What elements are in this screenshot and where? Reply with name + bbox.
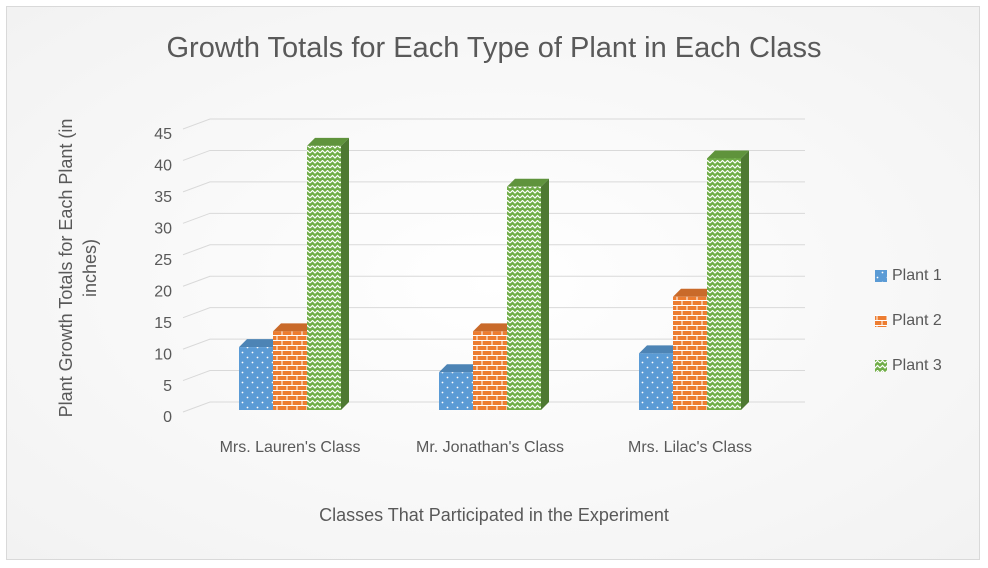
legend-swatch (875, 360, 887, 372)
bar-top (473, 323, 515, 332)
chart-frame (6, 6, 980, 560)
bar (307, 145, 341, 410)
bar-top (239, 339, 281, 348)
bar-top (507, 178, 549, 187)
x-tick-label: Mrs. Lilac's Class (628, 439, 752, 456)
bar-top (707, 150, 749, 159)
y-tick-label: 10 (154, 346, 172, 363)
bar-top (307, 137, 349, 146)
x-tick-label: Mrs. Lauren's Class (219, 439, 361, 456)
bar (639, 353, 673, 410)
legend-swatch (875, 315, 887, 327)
y-tick-label: 5 (163, 378, 172, 395)
y-tick-label: 35 (154, 189, 172, 206)
grid-line (182, 149, 805, 161)
bar (707, 158, 741, 410)
grid-line (182, 275, 805, 287)
bar (507, 186, 541, 410)
x-axis-title: Classes That Participated in the Experim… (319, 505, 669, 525)
bar (273, 331, 307, 410)
grid-line (182, 307, 805, 319)
chart-title: Growth Totals for Each Type of Plant in … (166, 32, 822, 64)
legend-label: Plant 2 (892, 312, 942, 329)
bar (473, 331, 507, 410)
bar-top (639, 345, 681, 354)
grid-line (182, 212, 805, 224)
y-tick-label: 0 (163, 409, 172, 426)
bar-side (741, 150, 749, 410)
bar-top (439, 364, 481, 373)
legend-label: Plant 1 (892, 267, 942, 284)
y-tick-label: 20 (154, 283, 172, 300)
grid-line (182, 181, 805, 193)
bar-top (273, 323, 315, 332)
y-tick-label: 15 (154, 315, 172, 332)
bar (673, 296, 707, 410)
grid-line (182, 370, 805, 382)
bar-side (341, 137, 349, 410)
y-tick-label: 45 (154, 126, 172, 143)
grid-line (182, 118, 805, 130)
grid-line (182, 244, 805, 256)
x-tick-label: Mr. Jonathan's Class (415, 439, 564, 456)
grid-line (182, 338, 805, 350)
legend-swatch (875, 270, 887, 282)
y-tick-label: 30 (154, 221, 172, 238)
legend-label: Plant 3 (892, 357, 942, 374)
grid-line (182, 401, 805, 413)
y-tick-label: 25 (154, 252, 172, 269)
y-tick-label: 40 (154, 158, 172, 175)
bar-top (673, 288, 715, 297)
bar-side (541, 178, 549, 410)
bar (239, 347, 273, 410)
bar (439, 372, 473, 410)
y-axis-title: Plant Growth Totals for Each Plant (in i… (56, 118, 100, 418)
